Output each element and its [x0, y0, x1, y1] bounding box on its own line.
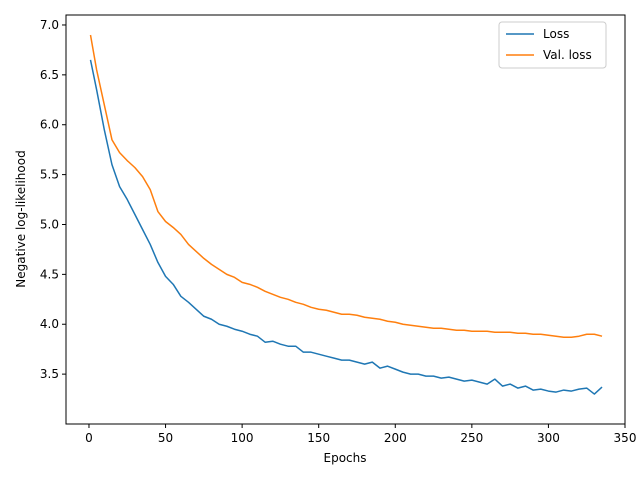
x-tick-label: 0 — [85, 431, 93, 445]
y-tick-label: 6.5 — [40, 68, 59, 82]
x-axis-label: Epochs — [324, 451, 367, 465]
x-tick-label: 100 — [231, 431, 254, 445]
x-tick-label: 200 — [384, 431, 407, 445]
x-tick-label: 250 — [460, 431, 483, 445]
plot-frame — [65, 14, 626, 425]
y-tick-label: 4.5 — [40, 267, 59, 281]
x-tick-label: 300 — [537, 431, 560, 445]
x-tick-label: 50 — [158, 431, 173, 445]
x-tick-label: 150 — [307, 431, 330, 445]
y-tick-label: 4.0 — [40, 317, 59, 331]
y-tick-label: 5.5 — [40, 168, 59, 182]
y-tick-label: 7.0 — [40, 18, 59, 32]
y-axis-label: Negative log-likelihood — [14, 150, 28, 287]
legend-label-val-loss: Val. loss — [543, 48, 592, 62]
y-tick-label: 6.0 — [40, 118, 59, 132]
series-line-val-loss — [89, 34, 603, 338]
y-tick-label: 3.5 — [40, 367, 59, 381]
y-axis-ticks: 3.5 4.0 4.5 5.0 5.5 6.0 6.5 7.0 — [40, 18, 66, 381]
series-layer — [89, 34, 603, 395]
plot-background — [66, 15, 625, 424]
x-tick-label: 350 — [614, 431, 637, 445]
series-line-loss — [89, 59, 603, 395]
legend: Loss Val. loss — [498, 21, 607, 69]
legend-label-loss: Loss — [543, 27, 569, 41]
y-tick-label: 5.0 — [40, 217, 59, 231]
x-axis-ticks: 0 50 100 150 200 250 300 350 — [85, 424, 636, 445]
